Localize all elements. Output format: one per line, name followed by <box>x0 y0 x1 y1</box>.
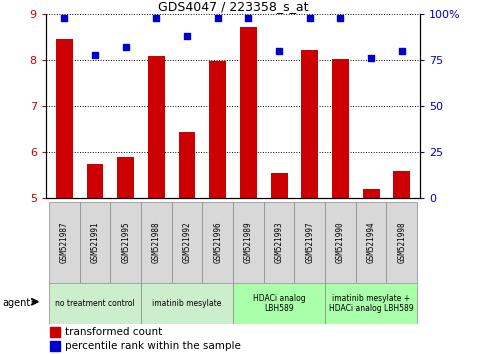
Point <box>244 15 252 21</box>
Point <box>91 52 99 57</box>
Bar <box>332 59 349 198</box>
Bar <box>49 202 80 283</box>
Text: imatinib mesylate: imatinib mesylate <box>152 299 222 308</box>
Bar <box>148 56 165 198</box>
Bar <box>110 202 141 283</box>
Bar <box>141 202 171 283</box>
Bar <box>179 132 196 198</box>
Point <box>367 56 375 61</box>
Text: GSM521988: GSM521988 <box>152 222 161 263</box>
Point <box>214 15 222 21</box>
Bar <box>202 202 233 283</box>
Bar <box>49 283 141 324</box>
Text: GSM521990: GSM521990 <box>336 222 345 263</box>
Bar <box>363 189 380 198</box>
Title: GDS4047 / 223358_s_at: GDS4047 / 223358_s_at <box>158 0 308 13</box>
Text: GSM521995: GSM521995 <box>121 222 130 263</box>
Bar <box>86 164 103 198</box>
Text: GSM521998: GSM521998 <box>398 222 406 263</box>
Text: GSM521997: GSM521997 <box>305 222 314 263</box>
Text: GSM521987: GSM521987 <box>60 222 69 263</box>
Text: HDACi analog
LBH589: HDACi analog LBH589 <box>253 294 305 313</box>
Bar <box>301 50 318 198</box>
Text: GSM521989: GSM521989 <box>244 222 253 263</box>
Bar <box>295 202 325 283</box>
Bar <box>325 283 417 324</box>
Bar <box>50 327 60 337</box>
Bar <box>233 202 264 283</box>
Text: GSM521994: GSM521994 <box>367 222 376 263</box>
Bar <box>209 61 226 198</box>
Text: transformed count: transformed count <box>65 327 162 337</box>
Bar <box>264 202 295 283</box>
Point <box>337 15 344 21</box>
Point <box>398 48 406 54</box>
Point <box>183 33 191 39</box>
Text: no treatment control: no treatment control <box>55 299 135 308</box>
Point <box>153 15 160 21</box>
Text: percentile rank within the sample: percentile rank within the sample <box>65 341 241 351</box>
Text: imatinib mesylate +
HDACi analog LBH589: imatinib mesylate + HDACi analog LBH589 <box>329 294 413 313</box>
Bar <box>386 202 417 283</box>
Text: GSM521991: GSM521991 <box>90 222 99 263</box>
Bar <box>141 283 233 324</box>
Bar <box>393 171 410 198</box>
Bar <box>80 202 110 283</box>
Point <box>275 48 283 54</box>
Bar <box>171 202 202 283</box>
Bar <box>270 173 287 198</box>
Bar <box>117 157 134 198</box>
Text: GSM521992: GSM521992 <box>183 222 192 263</box>
Bar <box>233 283 325 324</box>
Point <box>60 15 68 21</box>
Bar <box>56 40 73 198</box>
Text: GSM521993: GSM521993 <box>274 222 284 263</box>
Bar <box>356 202 386 283</box>
Bar <box>240 27 257 198</box>
Bar <box>325 202 356 283</box>
Point <box>306 15 313 21</box>
Text: agent: agent <box>2 298 30 308</box>
Text: GSM521996: GSM521996 <box>213 222 222 263</box>
Bar <box>50 341 60 351</box>
Point <box>122 45 129 50</box>
